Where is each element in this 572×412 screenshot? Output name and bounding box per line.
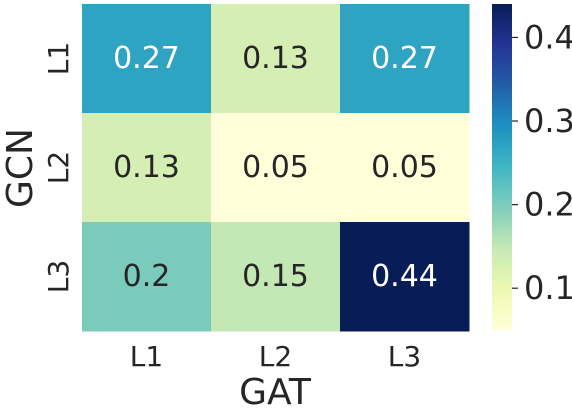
heatmap-cell-label: 0.13	[113, 150, 180, 185]
heatmap-cell	[82, 113, 212, 223]
x-tick-label: L2	[259, 340, 292, 373]
x-tick-label: L1	[130, 340, 163, 373]
y-axis-label: GCN	[0, 128, 41, 208]
heatmap-cell	[340, 113, 470, 223]
heatmap-cell	[211, 4, 341, 114]
colorbar	[492, 4, 512, 330]
colorbar-tick-label: 0.1	[524, 269, 572, 307]
heatmap-cells	[82, 4, 470, 332]
heatmap-cell-label: 0.27	[371, 41, 438, 76]
colorbar-ticks: 0.1 0.2 0.3 0.4	[512, 18, 572, 307]
y-axis-ticks: L1 L2 L3	[42, 42, 75, 293]
x-axis-label: GAT	[239, 372, 312, 412]
heatmap-cell	[340, 222, 470, 332]
heatmap-cell-label: 0.2	[123, 259, 171, 294]
heatmap-cell-label: 0.27	[113, 41, 180, 76]
y-tick-label: L3	[42, 260, 75, 293]
x-axis-ticks: L1 L2 L3	[130, 340, 421, 373]
heatmap-cell-label: 0.05	[242, 150, 309, 185]
colorbar-tick-label: 0.4	[524, 18, 572, 56]
heatmap-cell	[211, 113, 341, 223]
heatmap-cell-label: 0.15	[242, 259, 309, 294]
y-tick-label: L2	[42, 151, 75, 184]
colorbar-tick-label: 0.3	[524, 102, 572, 140]
heatmap-cell	[211, 222, 341, 332]
heatmap-cell-label: 0.13	[242, 41, 309, 76]
colorbar-tick-label: 0.2	[524, 186, 572, 224]
heatmap-cell	[340, 4, 470, 114]
heatmap-cell-labels: 0.27 0.13 0.27 0.13 0.05 0.05 0.2 0.15 0.44	[113, 41, 438, 294]
heatmap-cell	[82, 4, 212, 114]
heatmap-cell-label: 0.05	[371, 150, 438, 185]
heatmap-cell-label: 0.44	[371, 259, 438, 294]
y-tick-label: L1	[42, 42, 75, 75]
x-tick-label: L3	[388, 340, 421, 373]
heatmap-cell	[82, 222, 212, 332]
